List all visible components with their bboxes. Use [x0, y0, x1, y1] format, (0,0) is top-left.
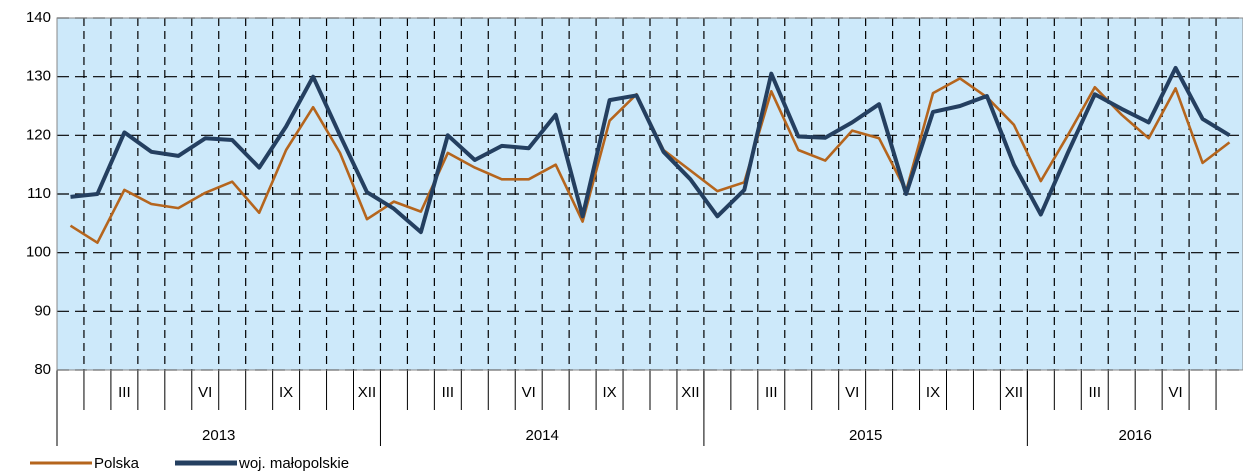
year-label: 2013 — [202, 427, 235, 444]
x-tick-label: IX — [602, 384, 616, 401]
x-tick-label: XII — [358, 384, 376, 401]
y-tick-label: 140 — [26, 9, 51, 26]
year-label: 2016 — [1118, 427, 1151, 444]
x-tick-label: XII — [681, 384, 699, 401]
year-label: 2014 — [525, 427, 558, 444]
y-tick-label: 80 — [34, 361, 51, 378]
x-tick-label: VI — [845, 384, 859, 401]
year-label: 2015 — [849, 427, 882, 444]
x-tick-label: XII — [1005, 384, 1023, 401]
legend-label: Polska — [94, 455, 140, 472]
y-tick-label: 120 — [26, 126, 51, 143]
y-tick-label: 130 — [26, 68, 51, 85]
legend-label: woj. małopolskie — [238, 455, 349, 472]
series-line — [70, 65, 1231, 235]
y-tick-label: 90 — [34, 302, 51, 319]
x-tick-label: III — [442, 384, 455, 401]
y-tick-label: 100 — [26, 244, 51, 261]
x-tick-label: VI — [1169, 384, 1183, 401]
x-tick-label: III — [765, 384, 778, 401]
x-tick-label: IX — [926, 384, 940, 401]
plot-border — [56, 17, 1243, 371]
x-tick-label: VI — [522, 384, 536, 401]
x-tick-label: III — [1088, 384, 1101, 401]
x-tick-label: IX — [279, 384, 293, 401]
x-tick-label: III — [118, 384, 131, 401]
y-tick-label: 110 — [27, 185, 51, 202]
x-tick-label: VI — [198, 384, 212, 401]
